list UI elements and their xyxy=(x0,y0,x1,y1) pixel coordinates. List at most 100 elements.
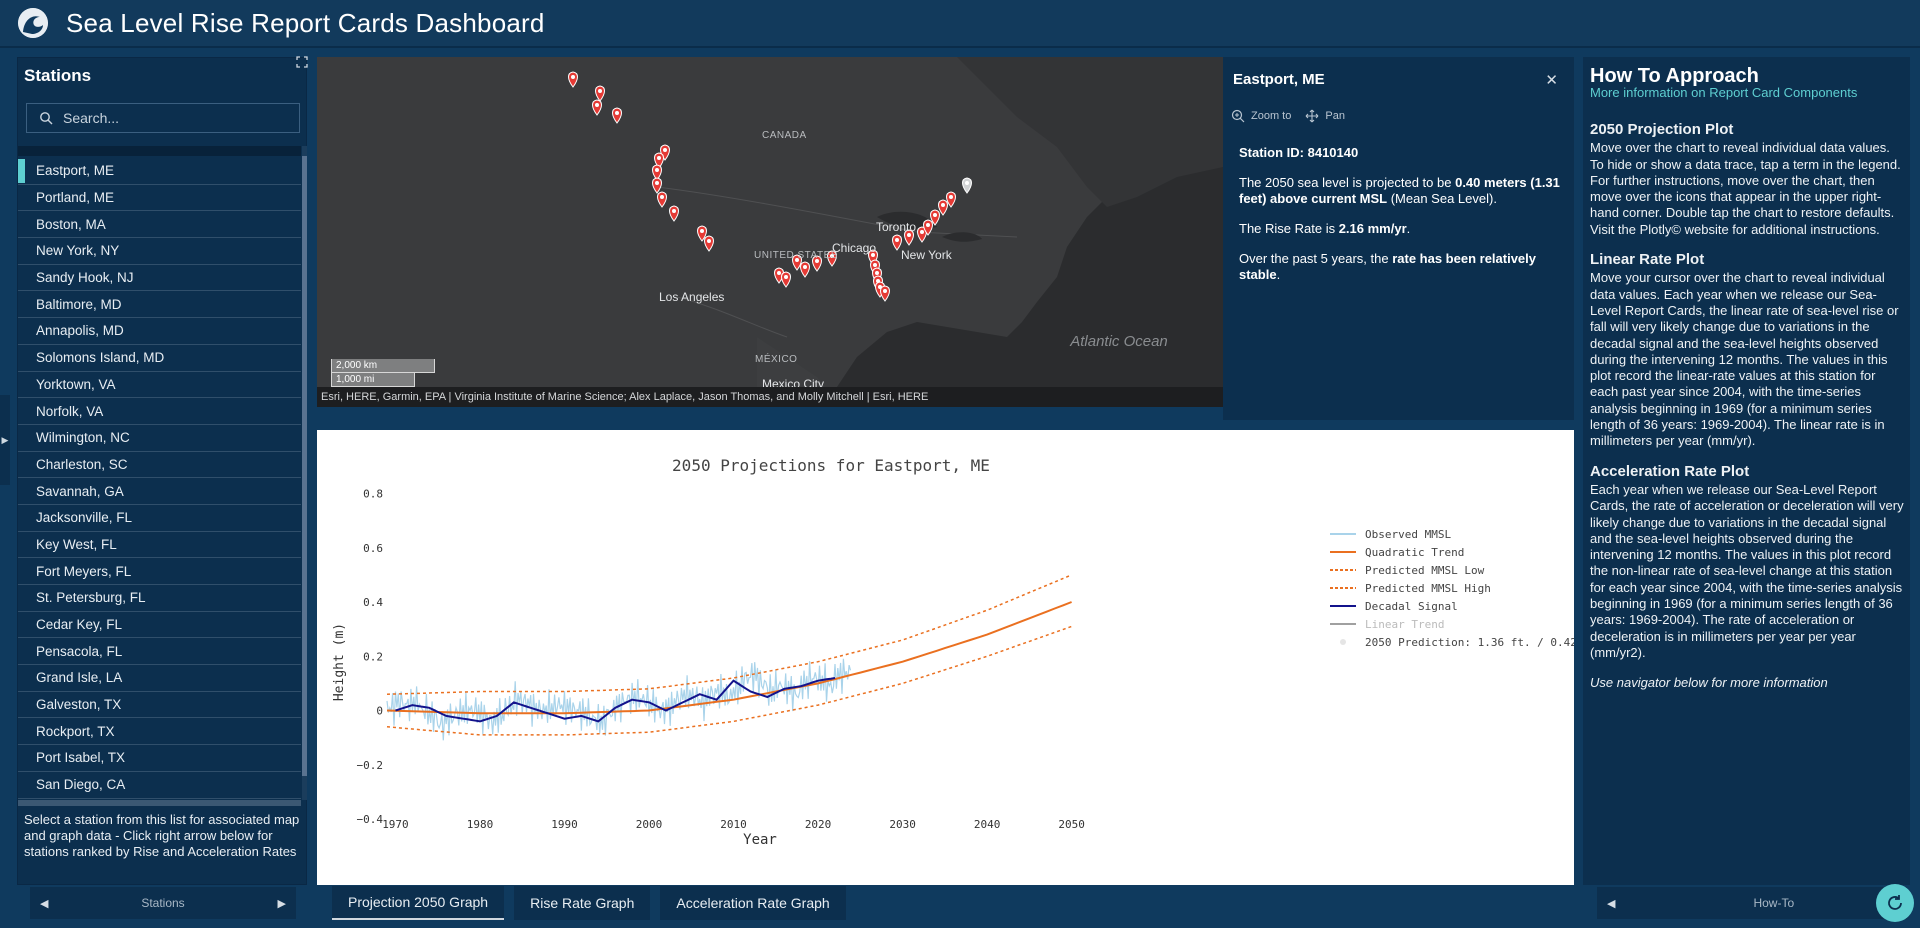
station-pin-icon[interactable] xyxy=(827,250,837,267)
projection-chart[interactable]: 2050 Projections for Eastport, ME Height… xyxy=(317,430,1574,885)
howto-prev-arrow-icon[interactable]: ◀ xyxy=(1607,897,1616,910)
refresh-button[interactable] xyxy=(1876,884,1914,922)
station-list-item[interactable]: Charleston, SC xyxy=(18,452,301,479)
station-list-item[interactable]: Boston, MA xyxy=(18,211,301,239)
legend-marker xyxy=(1340,639,1346,645)
station-pin-icon[interactable] xyxy=(917,226,927,243)
map-label-toronto: Toronto xyxy=(876,220,917,234)
stations-pager-label: Stations xyxy=(141,896,185,910)
trend-pre: Over the past 5 years, the xyxy=(1239,251,1393,266)
legend-item[interactable]: Decadal Signal xyxy=(1330,600,1458,613)
station-pin-icon[interactable] xyxy=(592,99,602,116)
station-pin-icon[interactable] xyxy=(704,235,714,252)
next-arrow-icon[interactable]: ▶ xyxy=(277,897,286,910)
station-pin-icon[interactable] xyxy=(904,229,914,246)
station-list-item[interactable]: St. Petersburg, FL xyxy=(18,585,301,612)
scroll-thumb[interactable] xyxy=(302,156,307,776)
chart-legend[interactable]: Observed MMSL Quadratic Trend Predicted MM… xyxy=(1330,528,1574,649)
pan-label: Pan xyxy=(1325,110,1345,122)
station-pin-icon[interactable] xyxy=(946,191,956,208)
station-list-item[interactable]: Eastport, ME xyxy=(18,158,301,185)
station-pin-icon[interactable] xyxy=(654,152,664,169)
station-pin-icon[interactable] xyxy=(880,285,890,302)
left-collapse-arrow-icon[interactable]: ▶ xyxy=(0,395,10,485)
station-pin-icon[interactable] xyxy=(697,225,707,242)
howto-info-link[interactable]: More information on Report Card Componen… xyxy=(1590,85,1858,100)
horizontal-scrollbar[interactable] xyxy=(18,800,301,806)
station-list-item[interactable]: Rockport, TX xyxy=(18,718,301,746)
station-list-item[interactable]: Pensacola, FL xyxy=(18,638,301,666)
station-list-item[interactable]: Annapolis, MD xyxy=(18,318,301,345)
y-tick-label: 0.4 xyxy=(363,596,383,609)
station-list-item[interactable]: Baltimore, MD xyxy=(18,291,301,319)
observed-mmsl-line[interactable] xyxy=(386,658,852,741)
legend-label: Quadratic Trend xyxy=(1365,546,1464,559)
map-label-los-angeles: Los Angeles xyxy=(659,290,725,304)
station-pin-icon[interactable] xyxy=(800,261,810,278)
station-pins[interactable] xyxy=(568,71,972,302)
series-layer[interactable] xyxy=(386,574,1072,741)
station-pin-icon[interactable] xyxy=(669,205,679,222)
station-list: Eastport, ME Portland, ME Boston, MA New Yo… xyxy=(18,158,301,800)
station-pin-icon[interactable] xyxy=(595,85,605,102)
station-list-item[interactable]: Yorktown, VA xyxy=(18,372,301,399)
station-pin-icon[interactable] xyxy=(568,71,578,88)
station-list-item[interactable]: San Diego, CA xyxy=(18,772,301,799)
station-list-item[interactable]: Jacksonville, FL xyxy=(18,505,301,532)
station-list-item[interactable]: Solomons Island, MD xyxy=(18,345,301,372)
pan-button[interactable]: Pan xyxy=(1305,109,1345,123)
search-input[interactable] xyxy=(63,110,283,126)
station-pin-icon[interactable] xyxy=(792,254,802,271)
sea-level-post: (Mean Sea Level). xyxy=(1387,191,1497,206)
close-icon[interactable]: ✕ xyxy=(1545,72,1558,89)
station-list-item[interactable]: Cedar Key, FL xyxy=(18,612,301,639)
station-list-item[interactable]: Galveston, TX xyxy=(18,692,301,719)
station-list-item[interactable]: New York, NY xyxy=(18,238,301,265)
station-list-item[interactable]: Wilmington, NC xyxy=(18,425,301,452)
station-pin-icon[interactable] xyxy=(938,199,948,216)
station-list-item[interactable]: Grand Isle, LA xyxy=(18,665,301,692)
graph-tab[interactable]: Projection 2050 Graph xyxy=(332,886,505,920)
station-pin-icon[interactable] xyxy=(892,234,902,251)
station-pin-icon[interactable] xyxy=(652,177,662,194)
station-list-item[interactable]: Fort Meyers, FL xyxy=(18,558,301,585)
station-list-scrollbar[interactable] xyxy=(302,146,307,800)
legend-item[interactable]: Linear Trend xyxy=(1330,618,1444,631)
graph-tab[interactable]: Acceleration Rate Graph xyxy=(660,886,846,920)
popup-body: Station ID: 8410140 The 2050 sea level i… xyxy=(1239,145,1565,297)
legend-item[interactable]: 2050 Prediction: 1.36 ft. / 0.42 m xyxy=(1340,636,1574,649)
zoom-to-button[interactable]: Zoom to xyxy=(1231,109,1291,123)
station-list-item[interactable]: Key West, FL xyxy=(18,532,301,559)
station-pin-icon[interactable] xyxy=(812,255,822,272)
stations-navigator: ◀ Stations ▶ xyxy=(30,887,296,919)
legend-item[interactable]: Predicted MMSL High xyxy=(1330,582,1491,595)
station-pin-icon[interactable] xyxy=(930,209,940,226)
expand-icon[interactable] xyxy=(296,56,310,70)
prev-arrow-icon[interactable]: ◀ xyxy=(40,897,49,910)
map-label-canada: CANADA xyxy=(762,130,807,141)
station-pin-icon[interactable] xyxy=(657,191,667,208)
howto-section-heading: Acceleration Rate Plot xyxy=(1590,462,1750,480)
station-list-item[interactable]: Norfolk, VA xyxy=(18,398,301,425)
graph-tab[interactable]: Rise Rate Graph xyxy=(514,886,651,920)
station-pin-icon[interactable] xyxy=(923,219,933,236)
station-list-item[interactable]: Port Isabel, TX xyxy=(18,745,301,772)
legend-item[interactable]: Predicted MMSL Low xyxy=(1330,564,1485,577)
station-pin-icon[interactable] xyxy=(962,177,972,194)
station-list-item[interactable]: Portland, ME xyxy=(18,185,301,212)
station-pin-icon[interactable] xyxy=(652,164,662,181)
predicted-low-line[interactable] xyxy=(386,625,1072,736)
station-pin-icon[interactable] xyxy=(781,271,791,288)
station-pin-icon[interactable] xyxy=(612,107,622,124)
legend-item[interactable]: Quadratic Trend xyxy=(1330,546,1464,559)
predicted-high-line[interactable] xyxy=(386,574,1072,695)
station-list-item[interactable]: Savannah, GA xyxy=(18,478,301,505)
legend-item[interactable]: Observed MMSL xyxy=(1330,528,1451,541)
station-search[interactable] xyxy=(26,103,300,133)
chart-canvas[interactable]: 2050 Projections for Eastport, ME Height… xyxy=(317,430,1574,885)
station-map[interactable]: CANADA UNITED STATES MÉXICO Toronto Chic… xyxy=(317,57,1223,407)
map-canvas[interactable] xyxy=(317,57,1223,407)
decadal-signal-line[interactable] xyxy=(395,677,836,723)
station-list-item[interactable]: Sandy Hook, NJ xyxy=(18,265,301,292)
